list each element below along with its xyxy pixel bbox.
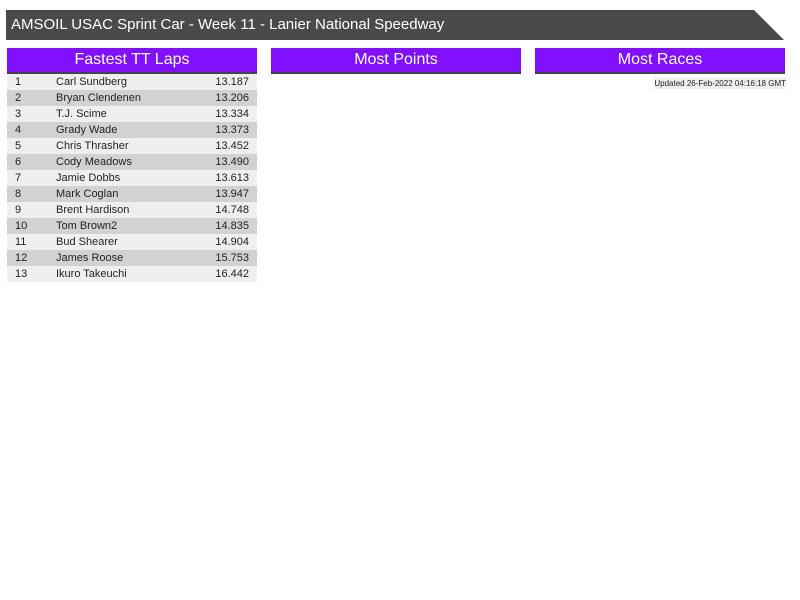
table-row: 8 Mark Coglan 13.947	[7, 186, 257, 202]
driver-name: Tom Brown2	[56, 220, 118, 232]
driver-position: 4	[15, 124, 22, 136]
most-races-panel: Most Races	[535, 48, 785, 74]
table-row: 11 Bud Shearer 14.904	[7, 234, 257, 250]
driver-position: 10	[15, 220, 28, 232]
driver-position: 9	[15, 204, 22, 216]
driver-position: 3	[15, 108, 22, 120]
driver-position: 12	[15, 252, 28, 264]
driver-time: 13.490	[215, 156, 249, 168]
driver-name: Chris Thrasher	[56, 140, 129, 152]
driver-time: 13.187	[215, 76, 249, 88]
driver-name: Ikuro Takeuchi	[56, 268, 127, 280]
driver-time: 14.835	[215, 220, 249, 232]
driver-time: 14.904	[215, 236, 249, 248]
table-row: 13 Ikuro Takeuchi 16.442	[7, 266, 257, 282]
most-points-panel: Most Points	[271, 48, 521, 74]
driver-position: 1	[15, 76, 22, 88]
fastest-laps-table: 1 Carl Sundberg 13.187 2 Bryan Clendenen 13.2…	[7, 74, 257, 282]
driver-time: 13.206	[215, 92, 249, 104]
panel-header: Most Points	[271, 48, 521, 74]
driver-position: 13	[15, 268, 28, 280]
driver-time: 13.334	[215, 108, 249, 120]
driver-name: James Roose	[56, 252, 124, 264]
driver-name: Grady Wade	[56, 124, 118, 136]
driver-position: 7	[15, 172, 22, 184]
table-row: 7 Jamie Dobbs 13.613	[7, 170, 257, 186]
table-row: 12 James Roose 15.753	[7, 250, 257, 266]
table-row: 10 Tom Brown2 14.835	[7, 218, 257, 234]
panel-header: Most Races	[535, 48, 785, 74]
panel-header: Fastest TT Laps	[7, 48, 257, 74]
driver-name: T.J. Scime	[56, 108, 107, 120]
driver-time: 15.753	[215, 252, 249, 264]
fastest-tt-laps-panel: Fastest TT Laps 1 Carl Sundberg 13.187 2 Bry…	[7, 48, 257, 282]
table-row: 5 Chris Thrasher 13.452	[7, 138, 257, 154]
driver-name: Cody Meadows	[56, 156, 132, 168]
driver-time: 13.452	[215, 140, 249, 152]
driver-name: Mark Coglan	[56, 188, 119, 200]
driver-name: Bud Shearer	[56, 236, 118, 248]
driver-time: 13.947	[215, 188, 249, 200]
driver-position: 11	[15, 236, 27, 248]
driver-time: 13.613	[215, 172, 249, 184]
table-row: 1 Carl Sundberg 13.187	[7, 74, 257, 90]
table-row: 9 Brent Hardison 14.748	[7, 202, 257, 218]
updated-timestamp: Updated 26-Feb-2022 04:16:18 GMT	[654, 78, 786, 89]
driver-position: 8	[15, 188, 22, 200]
driver-name: Bryan Clendenen	[56, 92, 142, 104]
page-title: AMSOIL USAC Sprint Car - Week 11 - Lanie…	[6, 10, 784, 40]
driver-name: Carl Sundberg	[56, 76, 127, 88]
driver-time: 16.442	[215, 268, 249, 280]
table-row: 6 Cody Meadows 13.490	[7, 154, 257, 170]
table-row: 4 Grady Wade 13.373	[7, 122, 257, 138]
table-row: 3 T.J. Scime 13.334	[7, 106, 257, 122]
table-row: 2 Bryan Clendenen 13.206	[7, 90, 257, 106]
driver-position: 6	[15, 156, 22, 168]
driver-time: 13.373	[215, 124, 249, 136]
driver-time: 14.748	[215, 204, 249, 216]
driver-name: Jamie Dobbs	[56, 172, 121, 184]
driver-position: 2	[15, 92, 22, 104]
driver-position: 5	[15, 140, 22, 152]
driver-name: Brent Hardison	[56, 204, 130, 216]
